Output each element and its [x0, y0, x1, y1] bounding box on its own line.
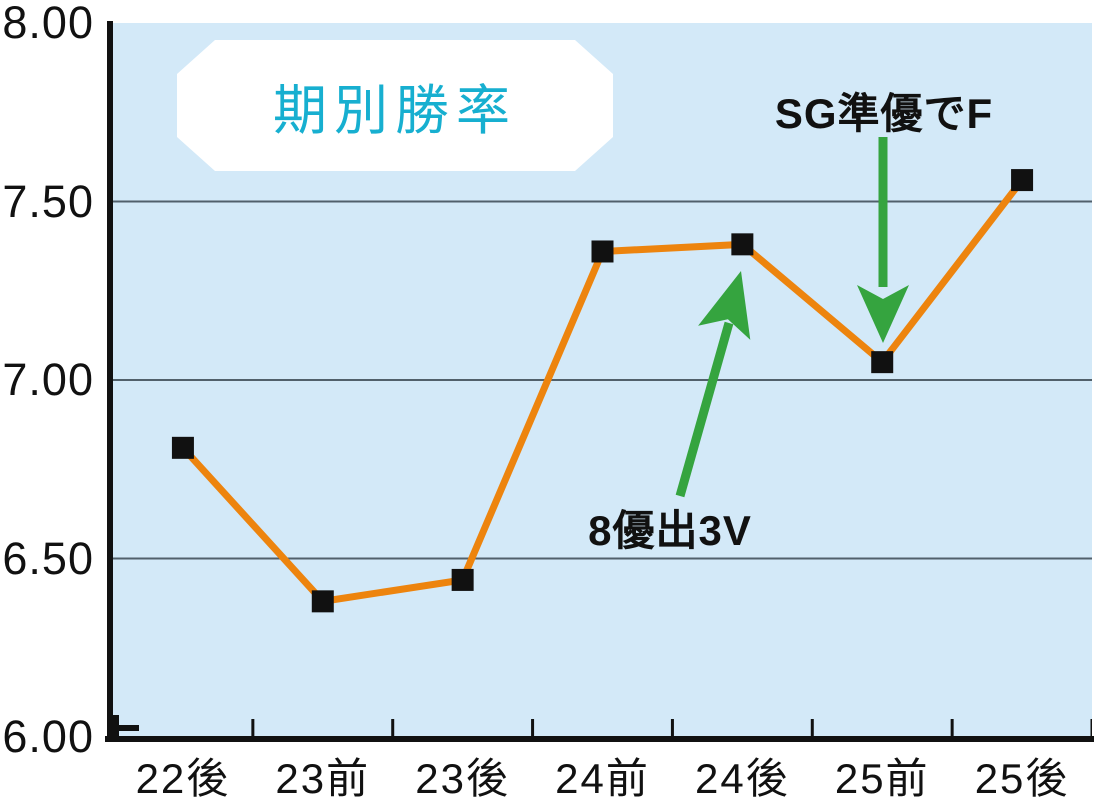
- data-point-marker: [871, 351, 894, 374]
- data-point-marker: [1011, 169, 1034, 192]
- y-axis-tick-label: 6.00: [2, 711, 94, 762]
- chart-title-box: 期別勝率: [177, 40, 613, 171]
- gridline-layer: [113, 200, 1092, 560]
- data-point-marker: [311, 590, 334, 613]
- x-axis-tick-label: 25後: [974, 755, 1070, 801]
- data-point-marker: [591, 240, 614, 263]
- x-tick: [1090, 719, 1092, 737]
- annotation-arrow-up-icon: [675, 271, 751, 498]
- data-point-marker: [451, 568, 474, 591]
- x-axis-tick-label: 22後: [135, 755, 231, 801]
- annotation-arrow-down-icon: [857, 137, 909, 343]
- x-axis-tick-label: 24後: [694, 755, 790, 801]
- x-axis-tick-label: 23後: [415, 755, 510, 801]
- x-axis-tick-label: 24前: [555, 755, 650, 801]
- x-tick: [950, 719, 954, 737]
- chart-canvas: [113, 137, 1092, 737]
- x-axis-tick-label: 23前: [275, 755, 371, 801]
- y-axis-tick-label: 7.00: [2, 354, 94, 405]
- x-tick: [810, 719, 814, 737]
- x-tick: [670, 719, 674, 737]
- annotation-label-sg-f: SG準優でF: [774, 90, 994, 137]
- y-axis-tick-label: 8.00: [2, 0, 94, 48]
- x-tick: [251, 719, 255, 737]
- x-tick: [531, 719, 535, 737]
- data-point-marker: [731, 233, 754, 256]
- chart-title: 期別勝率: [273, 81, 517, 141]
- annotation-label-yusyutsu: 8優出3V: [588, 507, 752, 554]
- axis-corner-mark: [113, 715, 139, 737]
- x-tick: [391, 719, 395, 737]
- y-axis-tick-label: 7.50: [2, 175, 94, 227]
- y-axis-tick-label: 6.50: [2, 532, 94, 584]
- x-tick-layer: [251, 719, 1092, 737]
- series-layer: [171, 169, 1034, 613]
- data-point-marker: [171, 436, 194, 459]
- x-axis-tick-label: 25前: [834, 755, 930, 801]
- x-axis-line: [105, 736, 1094, 742]
- y-axis-line: [107, 21, 113, 742]
